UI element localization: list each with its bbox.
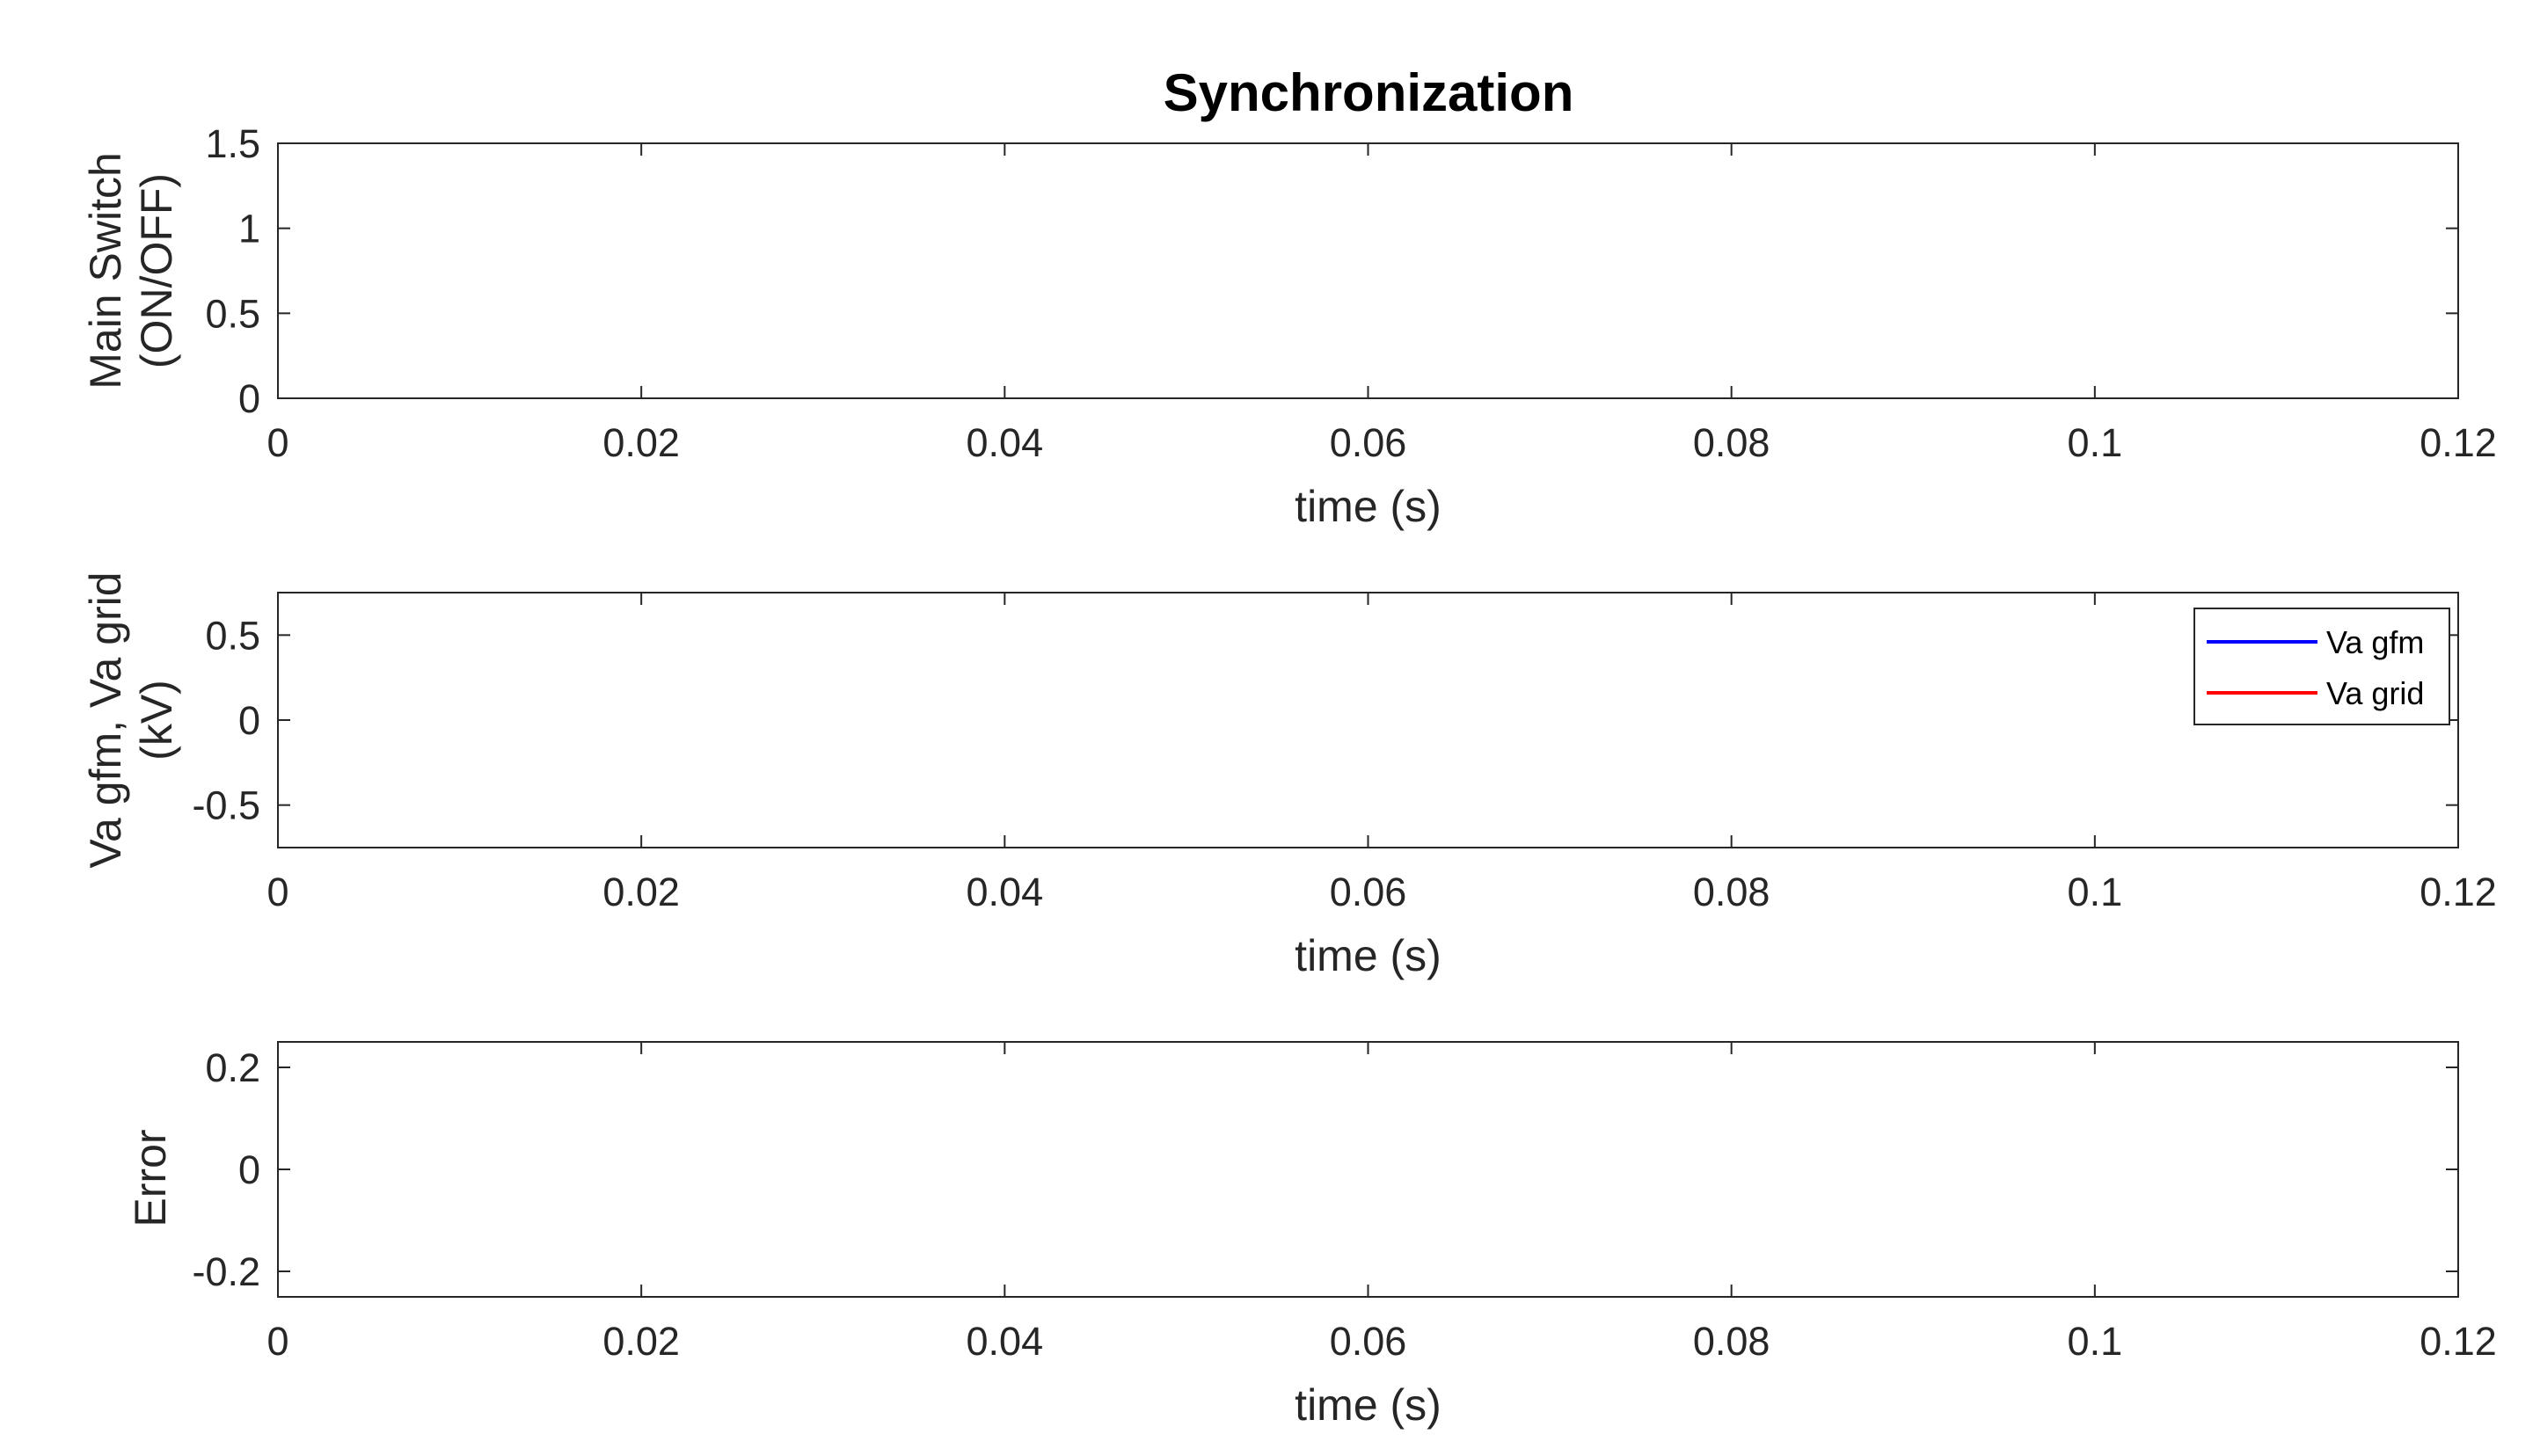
x-tick-label: 0.06 <box>1330 1319 1407 1364</box>
axes-frame <box>277 142 2459 399</box>
x-tick-label: 0.02 <box>602 870 680 914</box>
legend-label: Va grid <box>2326 675 2424 711</box>
y-tick-label: 0.2 <box>205 1045 260 1090</box>
legend-label: Va gfm <box>2326 624 2424 660</box>
y-axis-label-line: Error <box>126 1129 175 1227</box>
x-tick-label: 0.08 <box>1693 870 1770 914</box>
legend: Va gfm Va grid <box>2193 608 2450 725</box>
y-axis-label: Va gfm, Va grid (kV) <box>81 571 181 868</box>
y-axis-label-line: Va gfm, Va grid <box>81 571 130 868</box>
legend-box <box>2193 608 2450 725</box>
x-tick-label: 0 <box>266 1319 288 1364</box>
x-tick-label: 0.06 <box>1330 870 1407 914</box>
chart-title: Synchronization <box>1164 63 1574 122</box>
x-tick-label: 0.04 <box>967 870 1044 914</box>
x-tick-label: 0.12 <box>2420 420 2497 465</box>
x-tick-label: 0.1 <box>2068 870 2123 914</box>
y-tick-label: 0.5 <box>205 291 260 336</box>
x-tick-label: 0.02 <box>602 1319 680 1364</box>
subplot-switch: 0 0.02 0.04 0.06 0.08 0.1 0.12 0 0.5 1 1.5 time (s)… <box>81 121 2497 531</box>
axes-frame <box>277 592 2459 848</box>
axes-frame <box>277 1041 2459 1298</box>
y-tick-label: -0.5 <box>192 783 260 828</box>
x-tick-label: 0.04 <box>967 420 1044 465</box>
x-tick-label: 0.06 <box>1330 420 1407 465</box>
y-tick-label: 1 <box>238 207 260 251</box>
x-tick-label: 0.1 <box>2068 420 2123 465</box>
y-axis-label: Main Switch (ON/OFF) <box>81 152 181 389</box>
y-axis-label-line: Main Switch <box>81 152 130 389</box>
x-axis-label: time (s) <box>1295 1380 1442 1430</box>
x-tick-label: 0 <box>266 420 288 465</box>
y-tick-label: 0.5 <box>205 613 260 658</box>
y-tick-label: 1.5 <box>205 121 260 166</box>
x-tick-label: 0.08 <box>1693 1319 1770 1364</box>
y-axis-label-line: (ON/OFF) <box>132 173 181 368</box>
x-tick-label: 0.12 <box>2420 1319 2497 1364</box>
y-axis-label-line: (kV) <box>132 680 181 761</box>
x-tick-label: 0.12 <box>2420 870 2497 914</box>
x-tick-label: 0 <box>266 870 288 914</box>
x-tick-label: 0.1 <box>2068 1319 2123 1364</box>
y-tick-label: 0 <box>238 698 260 743</box>
y-tick-label: -0.2 <box>192 1249 260 1294</box>
x-tick-label: 0.04 <box>967 1319 1044 1364</box>
x-tick-label: 0.08 <box>1693 420 1770 465</box>
x-tick-label: 0.02 <box>602 420 680 465</box>
y-tick-label: 0 <box>238 1147 260 1192</box>
x-axis-label: time (s) <box>1295 482 1442 531</box>
y-axis-label: Error <box>126 1129 175 1227</box>
x-axis-label: time (s) <box>1295 931 1442 980</box>
y-tick-label: 0 <box>238 376 260 421</box>
